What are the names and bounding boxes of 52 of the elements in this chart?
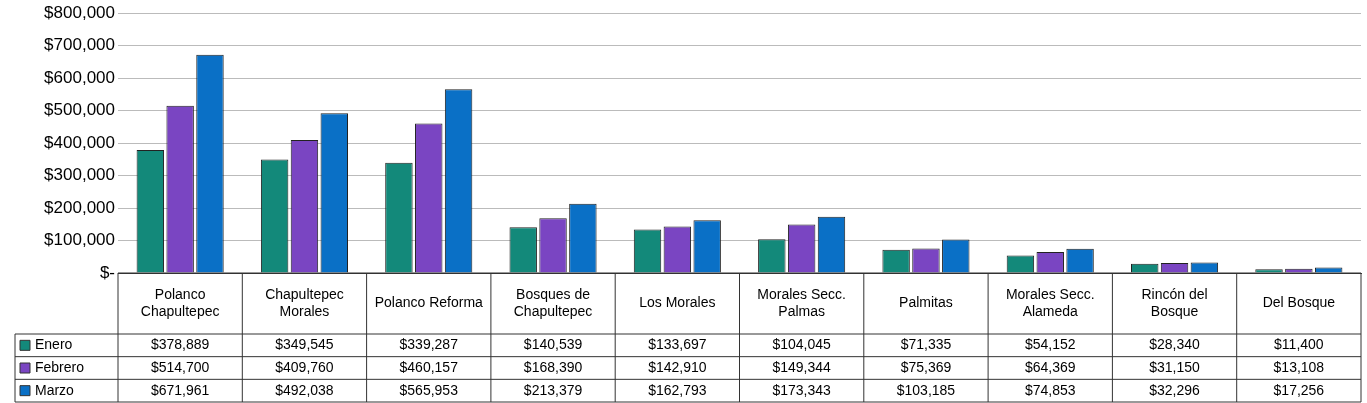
x-tick-label: Chapultepec Morales <box>265 285 344 319</box>
x-tick-label: Palmitas <box>899 294 953 311</box>
data-label: $64,369 <box>1024 358 1076 375</box>
data-label: $339,287 <box>399 336 459 353</box>
y-tick-label: $500,000 <box>44 100 115 120</box>
data-label: $140,539 <box>523 336 583 353</box>
data-label: $54,152 <box>1024 336 1076 353</box>
data-label: $13,108 <box>1273 358 1325 375</box>
data-label: $460,157 <box>399 358 459 375</box>
x-tick-label: Polanco Chapultepec <box>140 285 220 319</box>
data-label: $173,343 <box>772 381 832 398</box>
data-label: $11,400 <box>1274 336 1324 353</box>
data-label: $149,344 <box>772 358 832 375</box>
data-label: $74,853 <box>1024 381 1076 398</box>
data-label: $168,390 <box>523 358 583 375</box>
y-tick-label: $400,000 <box>44 132 115 152</box>
data-label: $671,961 <box>150 381 210 398</box>
y-tick-label: $800,000 <box>44 2 115 22</box>
data-label: $28,340 <box>1149 336 1201 353</box>
data-label: $17,256 <box>1273 381 1325 398</box>
y-tick-label: $300,000 <box>44 165 115 185</box>
data-label: $349,545 <box>275 336 334 353</box>
x-tick-label: Morales Secc. Alameda <box>1005 285 1095 319</box>
y-tick-label: $100,000 <box>44 230 115 250</box>
data-label: $103,185 <box>896 381 956 398</box>
legend-label: Marzo <box>35 381 75 398</box>
data-label: $133,697 <box>648 336 707 353</box>
data-label: $565,953 <box>399 381 459 398</box>
x-tick-label: Rincón del Bosque <box>1141 285 1208 319</box>
x-tick-label: Del Bosque <box>1262 294 1336 311</box>
data-label: $492,038 <box>275 381 334 398</box>
data-label: $378,889 <box>150 336 210 353</box>
data-label: $32,296 <box>1149 381 1201 398</box>
data-label: $71,335 <box>900 336 952 353</box>
data-label: $31,150 <box>1149 358 1201 375</box>
x-tick-label: Bosques de Chapultepec <box>513 285 593 319</box>
x-tick-label: Morales Secc. Palmas <box>757 285 846 319</box>
data-label: $409,760 <box>275 358 334 375</box>
data-label: $213,379 <box>523 381 583 398</box>
data-label: $104,045 <box>772 336 832 353</box>
data-label: $142,910 <box>648 358 707 375</box>
data-label: $75,369 <box>900 358 952 375</box>
y-tick-label: $- <box>99 262 115 282</box>
legend-label: Enero <box>35 336 73 353</box>
y-tick-label: $700,000 <box>44 35 115 55</box>
y-tick-label: $200,000 <box>44 197 115 217</box>
x-tick-label: Los Morales <box>639 294 716 311</box>
data-label: $514,700 <box>150 358 210 375</box>
legend-label: Febrero <box>35 358 85 375</box>
y-tick-label: $600,000 <box>44 67 115 87</box>
data-label: $162,793 <box>648 381 707 398</box>
x-tick-label: Polanco Reforma <box>374 294 484 311</box>
